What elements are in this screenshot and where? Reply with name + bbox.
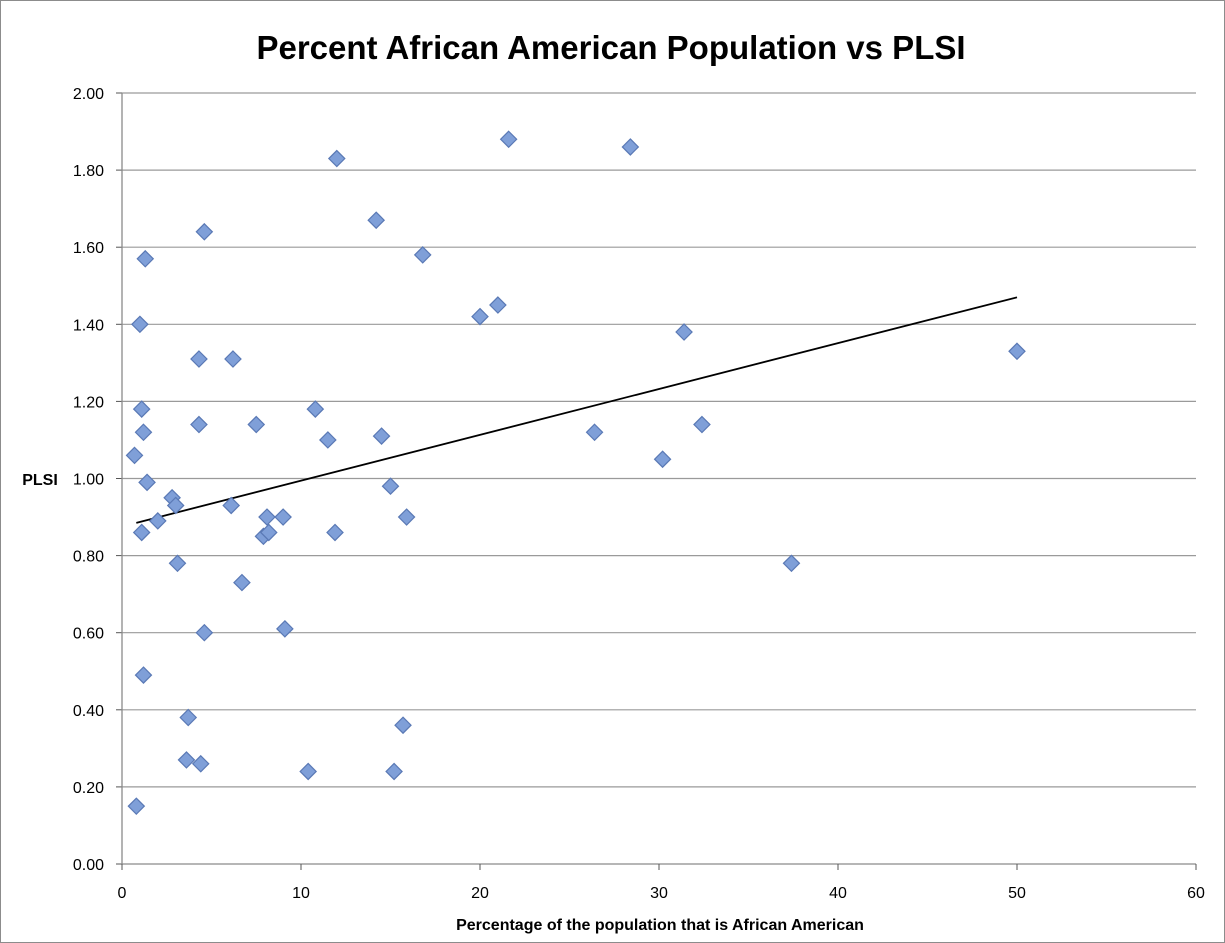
x-tick-label: 0 — [118, 885, 127, 902]
data-point — [675, 323, 693, 341]
data-point — [134, 666, 153, 684]
data-point — [306, 400, 325, 418]
y-tick-label: 0.80 — [73, 549, 104, 566]
data-point — [131, 315, 149, 334]
data-point — [195, 222, 214, 241]
data-point — [499, 130, 518, 149]
data-point — [372, 427, 391, 445]
data-point — [195, 623, 214, 642]
y-axis-label: PLSI — [22, 472, 58, 489]
y-tick-labels: 0.00 0.20 0.40 0.60 0.80 1.00 1.20 1.40 1.60 1.80… — [73, 86, 104, 874]
data-point — [471, 307, 489, 326]
data-point — [397, 508, 416, 526]
data-point — [222, 496, 241, 515]
data-point — [177, 751, 196, 769]
data-point — [319, 431, 337, 449]
data-point — [191, 754, 210, 773]
data-point — [259, 523, 278, 542]
data-point — [148, 512, 167, 530]
data-point — [326, 523, 344, 542]
data-point — [247, 415, 266, 434]
x-tick-label: 50 — [1008, 885, 1026, 902]
data-point — [1008, 342, 1026, 361]
data-point — [132, 523, 151, 542]
x-tick-label: 60 — [1187, 885, 1205, 902]
data-points — [125, 130, 1026, 816]
y-tick-label: 1.80 — [73, 163, 104, 180]
data-point — [385, 762, 403, 781]
data-point — [274, 508, 292, 526]
data-point — [136, 249, 155, 268]
data-point — [693, 415, 711, 434]
data-point — [190, 350, 208, 368]
data-point — [327, 149, 346, 168]
data-point — [168, 554, 187, 573]
gridlines — [122, 92, 1196, 788]
data-point — [782, 554, 801, 573]
data-point — [166, 496, 185, 515]
data-point — [233, 573, 251, 592]
y-tick-label: 1.00 — [73, 472, 104, 489]
x-tick-label: 30 — [650, 885, 668, 902]
y-tick-label: 1.60 — [73, 240, 104, 257]
x-tick-label: 10 — [292, 885, 310, 902]
data-point — [653, 450, 672, 469]
y-tick-label: 0.00 — [73, 857, 104, 874]
y-tick-label: 1.20 — [73, 394, 104, 411]
x-axis-label: Percentage of the population that is Afr… — [456, 917, 864, 934]
data-point — [179, 708, 198, 727]
x-tick-label: 20 — [471, 885, 489, 902]
y-tick-label: 0.60 — [73, 626, 104, 643]
y-tick-label: 0.20 — [73, 780, 104, 797]
chart-title: Percent African American Population vs P… — [256, 29, 965, 66]
x-tick-labels: 0 10 20 30 40 50 60 — [118, 885, 1205, 902]
data-point — [413, 246, 432, 264]
trendline-group — [136, 296, 1018, 524]
x-tick-label: 40 — [829, 885, 847, 902]
y-tick-label: 2.00 — [73, 86, 104, 103]
y-tick-label: 1.40 — [73, 317, 104, 334]
data-point — [585, 423, 604, 442]
y-tick-label: 0.40 — [73, 703, 104, 720]
data-point — [134, 423, 153, 442]
data-point — [299, 762, 318, 781]
data-point — [224, 350, 242, 368]
data-point — [394, 716, 412, 735]
data-point — [138, 473, 156, 492]
axes — [116, 92, 1197, 870]
data-point — [132, 400, 151, 418]
data-point — [190, 415, 208, 434]
data-point — [367, 211, 386, 230]
data-point — [621, 138, 640, 156]
trendline — [136, 296, 1018, 524]
data-point — [276, 619, 294, 638]
data-point — [489, 296, 507, 314]
data-point — [381, 477, 400, 496]
data-point — [127, 797, 146, 816]
data-point — [258, 508, 276, 526]
data-point — [125, 446, 144, 465]
